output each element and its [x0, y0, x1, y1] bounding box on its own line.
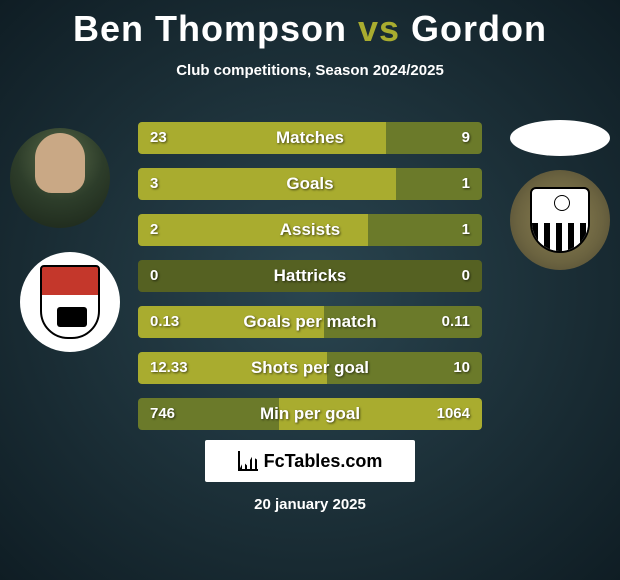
branding-box[interactable]: FcTables.com: [205, 440, 415, 482]
player1-club-badge: [20, 252, 120, 352]
branding-text: FcTables.com: [264, 451, 383, 472]
stat-row: Min per goal7461064: [138, 398, 482, 430]
stat-bar-left: [138, 168, 396, 200]
player2-name: Gordon: [411, 8, 547, 49]
stat-bar-right: [396, 168, 482, 200]
stat-bars: Matches239 Goals31 Assists21 Hattricks00 Goa…: [138, 122, 482, 444]
stat-bar-left: [138, 398, 279, 430]
date-label: 20 january 2025: [0, 496, 620, 513]
stat-row: Hattricks00: [138, 260, 482, 292]
club-crest-icon: [40, 265, 100, 339]
player1-name: Ben Thompson: [73, 8, 347, 49]
comparison-title: Ben Thompson vs Gordon: [0, 0, 620, 50]
player1-avatar: [10, 128, 110, 228]
club-shield-icon: [530, 187, 590, 253]
stat-bar-left: [138, 122, 386, 154]
stat-bar-right: [279, 398, 482, 430]
stat-row: Matches239: [138, 122, 482, 154]
stat-row: Goals31: [138, 168, 482, 200]
stat-row: Shots per goal12.3310: [138, 352, 482, 384]
subtitle: Club competitions, Season 2024/2025: [0, 62, 620, 79]
vs-label: vs: [358, 8, 400, 49]
stat-row: Assists21: [138, 214, 482, 246]
stat-bar-right: [386, 122, 482, 154]
stat-row: Goals per match0.130.11: [138, 306, 482, 338]
stat-bar-left: [138, 306, 324, 338]
player2-club-badge: [510, 170, 610, 270]
stat-bar-right: [324, 306, 482, 338]
stat-bar-left: [138, 214, 368, 246]
stat-bar-left: [138, 260, 482, 292]
stat-bar-right: [368, 214, 482, 246]
stat-bar-right: [327, 352, 482, 384]
player2-avatar: [510, 120, 610, 156]
chart-icon: [238, 451, 258, 471]
stat-bar-left: [138, 352, 327, 384]
